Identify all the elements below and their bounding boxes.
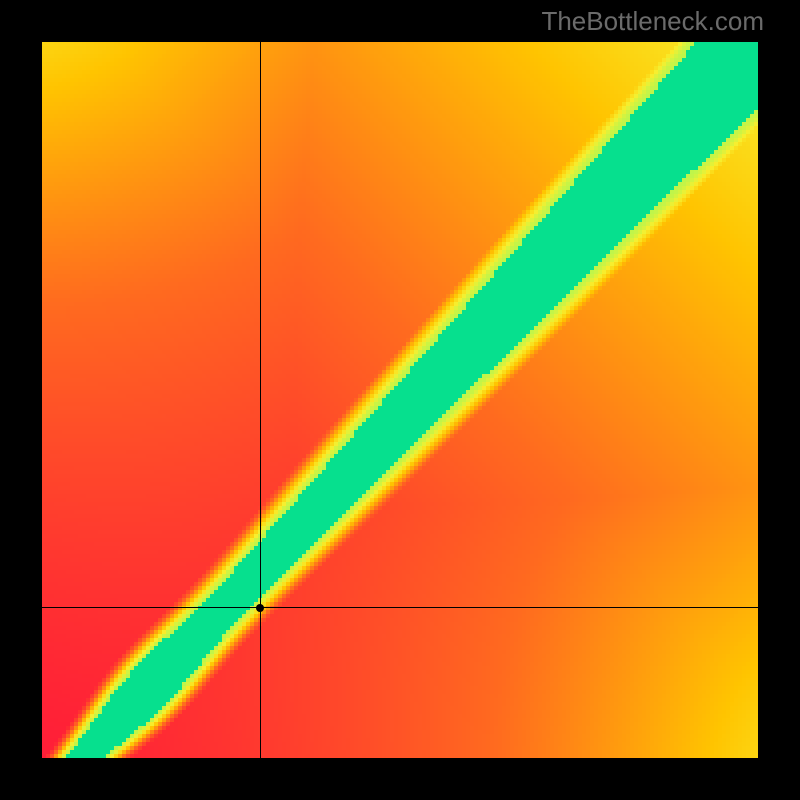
bottleneck-heatmap: [42, 42, 758, 758]
crosshair-horizontal: [42, 607, 758, 608]
chart-root: { "watermark": { "text": "TheBottleneck.…: [0, 0, 800, 800]
crosshair-vertical: [260, 42, 261, 758]
crosshair-marker: [256, 604, 264, 612]
watermark-text: TheBottleneck.com: [541, 6, 764, 37]
